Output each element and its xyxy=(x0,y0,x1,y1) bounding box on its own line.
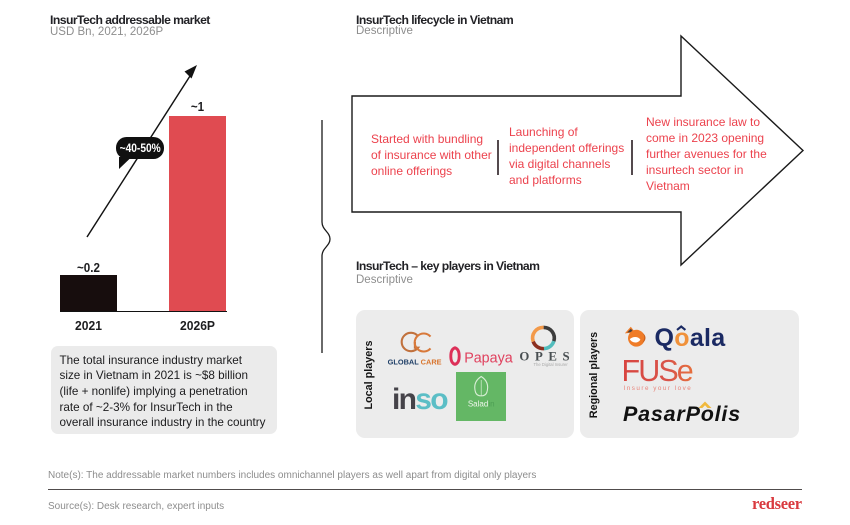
svg-text:GLOBAL CARE: GLOBAL CARE xyxy=(388,358,442,367)
svg-text:Insure your love: Insure your love xyxy=(624,385,693,392)
svg-text:Saladin: Saladin xyxy=(467,400,494,409)
svg-text:Qoala: Qoala xyxy=(655,324,727,352)
svg-text:FUSe: FUSe xyxy=(622,355,693,388)
svg-text:Papaya: Papaya xyxy=(464,351,513,367)
svg-text:The Digital Insurer: The Digital Insurer xyxy=(534,362,569,367)
svg-text:OPES: OPES xyxy=(519,350,574,364)
